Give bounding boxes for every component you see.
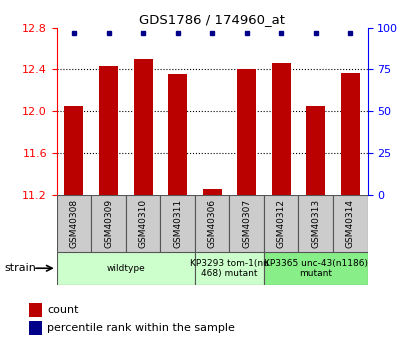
Bar (57, 252, 195, 285)
Bar (57, 195, 91, 252)
Bar (29, 304, 42, 317)
Bar (333, 195, 368, 252)
Text: GSM40313: GSM40313 (311, 199, 320, 248)
Bar (91, 195, 126, 252)
Text: KP3365 unc-43(n1186)
mutant: KP3365 unc-43(n1186) mutant (264, 258, 368, 278)
Text: GSM40309: GSM40309 (104, 199, 113, 248)
Text: GSM40308: GSM40308 (69, 199, 79, 248)
Text: KP3293 tom-1(nu
468) mutant: KP3293 tom-1(nu 468) mutant (190, 258, 269, 278)
Bar (264, 195, 299, 252)
Bar (99, 66, 118, 195)
Text: percentile rank within the sample: percentile rank within the sample (47, 323, 235, 333)
Bar (264, 252, 368, 285)
Bar (160, 195, 195, 252)
Text: GSM40314: GSM40314 (346, 199, 355, 248)
Bar (134, 59, 152, 195)
Bar (229, 195, 264, 252)
Bar (126, 195, 160, 252)
Bar (29, 322, 42, 335)
Text: wildtype: wildtype (106, 264, 145, 273)
Text: GSM40306: GSM40306 (207, 199, 217, 248)
Text: GSM40311: GSM40311 (173, 199, 182, 248)
Bar (341, 72, 360, 195)
Bar (65, 106, 84, 195)
Text: GSM40312: GSM40312 (277, 199, 286, 248)
Bar (202, 189, 222, 195)
Bar (299, 195, 333, 252)
Bar (306, 106, 325, 195)
Text: GSM40307: GSM40307 (242, 199, 251, 248)
Text: GSM40310: GSM40310 (139, 199, 147, 248)
Bar (195, 252, 264, 285)
Bar (272, 63, 291, 195)
Text: strain: strain (4, 264, 36, 273)
Bar (195, 195, 229, 252)
Title: GDS1786 / 174960_at: GDS1786 / 174960_at (139, 13, 285, 27)
Text: count: count (47, 305, 79, 315)
Bar (237, 69, 256, 195)
Bar (168, 73, 187, 195)
